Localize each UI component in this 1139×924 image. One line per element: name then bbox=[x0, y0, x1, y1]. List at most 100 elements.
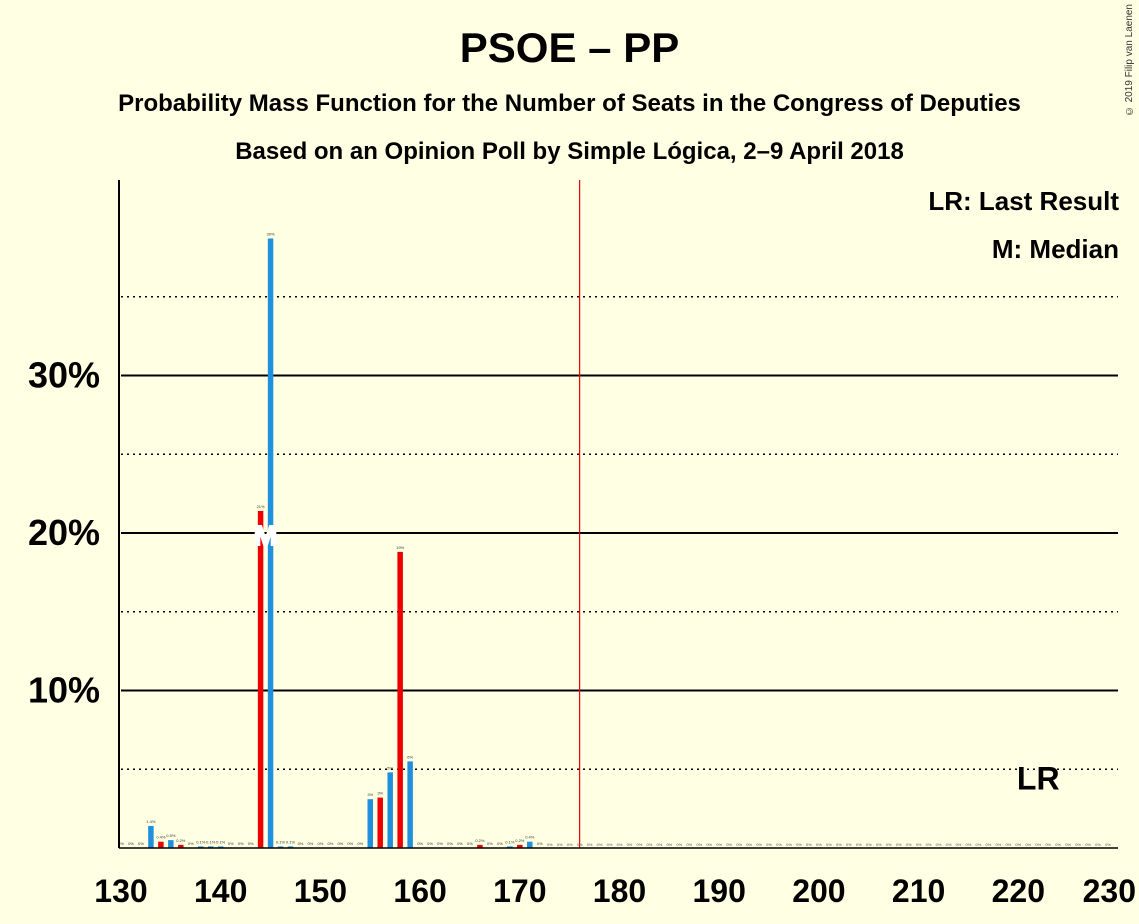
bar-data-label: 0% bbox=[995, 842, 1001, 847]
bar-data-label: 0% bbox=[746, 842, 752, 847]
bar bbox=[287, 846, 294, 848]
bar-data-label: 0% bbox=[1025, 842, 1031, 847]
bar bbox=[257, 510, 264, 848]
last-result-marker: LR bbox=[1017, 760, 1060, 796]
bar-data-label: 19% bbox=[396, 545, 404, 550]
bar-data-label: 0% bbox=[1065, 842, 1071, 847]
bar bbox=[407, 761, 413, 848]
bar-data-label: 0% bbox=[736, 842, 742, 847]
x-tick-label: 140 bbox=[194, 873, 247, 909]
bar-data-label: 0% bbox=[776, 842, 782, 847]
bar-data-label: 6% bbox=[407, 754, 413, 759]
chart-title: PSOE – PP bbox=[459, 24, 680, 71]
bar-data-label: 0% bbox=[846, 842, 852, 847]
bar bbox=[277, 846, 284, 848]
bar bbox=[217, 846, 224, 848]
bar-data-label: 0% bbox=[985, 842, 991, 847]
bar-data-label: 0% bbox=[856, 842, 862, 847]
bar-data-label: 0% bbox=[298, 841, 304, 846]
bar bbox=[517, 844, 523, 848]
bar-data-label: 0% bbox=[457, 841, 463, 846]
bar-data-label: 0% bbox=[617, 842, 623, 847]
bar-data-label: 0% bbox=[866, 842, 872, 847]
bar-data-label: 0% bbox=[238, 841, 244, 846]
bar bbox=[367, 799, 373, 848]
bar-data-label: 0% bbox=[806, 842, 812, 847]
bar-data-label: 0.2% bbox=[515, 838, 525, 843]
x-tick-label: 190 bbox=[693, 873, 746, 909]
chart-subtitle: Probability Mass Function for the Number… bbox=[118, 90, 1021, 117]
bar-data-label: 0% bbox=[128, 841, 134, 846]
bar-data-label: 0% bbox=[357, 841, 363, 846]
bar-data-label: 0% bbox=[686, 842, 692, 847]
bar-data-label: 0% bbox=[607, 842, 613, 847]
bar-data-label: 0% bbox=[696, 842, 702, 847]
bar-data-label: 21% bbox=[257, 504, 265, 509]
bar bbox=[198, 846, 204, 848]
bar-data-label: 0% bbox=[796, 842, 802, 847]
bar-data-label: 0% bbox=[1075, 842, 1081, 847]
bar bbox=[148, 825, 154, 848]
legend-median: M: Median bbox=[991, 234, 1119, 264]
bar-data-label: 0% bbox=[786, 842, 792, 847]
bar-data-label: 0% bbox=[497, 841, 503, 846]
bar-data-label: 0.1% bbox=[196, 839, 206, 844]
bar-data-label: 0% bbox=[966, 842, 972, 847]
bar-data-label: 0% bbox=[1055, 842, 1061, 847]
bar-data-label: 0% bbox=[766, 842, 772, 847]
bar-data-label: 0% bbox=[347, 841, 353, 846]
bar-data-label: 0% bbox=[327, 841, 333, 846]
bar-data-label: 0% bbox=[1035, 842, 1041, 847]
bar-data-label: 0% bbox=[577, 842, 583, 847]
bar-data-label: 0.5% bbox=[166, 833, 176, 838]
bar bbox=[168, 840, 174, 848]
bar-data-label: 0% bbox=[427, 841, 433, 846]
bar-data-label: 0% bbox=[656, 842, 662, 847]
bar-data-label: 0% bbox=[1015, 842, 1021, 847]
bar-data-label: 0% bbox=[337, 841, 343, 846]
bar-data-label: 0% bbox=[1095, 842, 1101, 847]
bar-data-label: 0% bbox=[647, 842, 653, 847]
bar-data-label: 0% bbox=[318, 841, 324, 846]
bar-data-label: 0% bbox=[537, 841, 543, 846]
bar-data-label: 0.1% bbox=[216, 839, 226, 844]
x-tick-label: 230 bbox=[1083, 873, 1136, 909]
y-tick-label: 30% bbox=[28, 355, 100, 396]
bar-data-label: 0% bbox=[826, 842, 832, 847]
bar-data-label: 0% bbox=[706, 842, 712, 847]
y-tick-label: 20% bbox=[28, 512, 100, 553]
bar-data-label: 0.2% bbox=[475, 838, 485, 843]
bar bbox=[507, 846, 513, 848]
bar-data-label: 0.4% bbox=[525, 835, 535, 840]
bar-data-label: 0% bbox=[716, 842, 722, 847]
x-tick-label: 150 bbox=[294, 873, 347, 909]
bar-data-label: 0.1% bbox=[286, 839, 296, 844]
bar-data-label: 0% bbox=[1005, 842, 1011, 847]
bar-data-label: 0% bbox=[886, 842, 892, 847]
bar-data-label: 0% bbox=[896, 842, 902, 847]
bar-data-label: 0.2% bbox=[176, 838, 186, 843]
bar-data-label: 0% bbox=[956, 842, 962, 847]
bar-data-label: 0% bbox=[487, 841, 493, 846]
bar bbox=[158, 841, 164, 848]
bar bbox=[377, 797, 383, 848]
median-marker: M bbox=[254, 520, 277, 551]
bar-data-label: 0% bbox=[1085, 842, 1091, 847]
legend-last-result: LR: Last Result bbox=[928, 186, 1119, 216]
bar-data-label: 0% bbox=[228, 841, 234, 846]
bar-data-label: 0% bbox=[916, 842, 922, 847]
bar-data-label: 0.1% bbox=[505, 839, 515, 844]
bar-data-label: 0% bbox=[447, 841, 453, 846]
bar-data-label: 39% bbox=[267, 231, 275, 236]
bar-data-label: 0.1% bbox=[206, 839, 216, 844]
bar-data-label: 0% bbox=[816, 842, 822, 847]
bar-data-label: 0% bbox=[1045, 842, 1051, 847]
bar-data-label: 0% bbox=[756, 842, 762, 847]
bar bbox=[477, 844, 483, 848]
bar-data-label: 0% bbox=[557, 842, 563, 847]
x-tick-label: 200 bbox=[792, 873, 845, 909]
bar-data-label: 1.4% bbox=[146, 819, 156, 824]
bar-data-label: 0% bbox=[946, 842, 952, 847]
bar-data-label: 0% bbox=[188, 841, 194, 846]
